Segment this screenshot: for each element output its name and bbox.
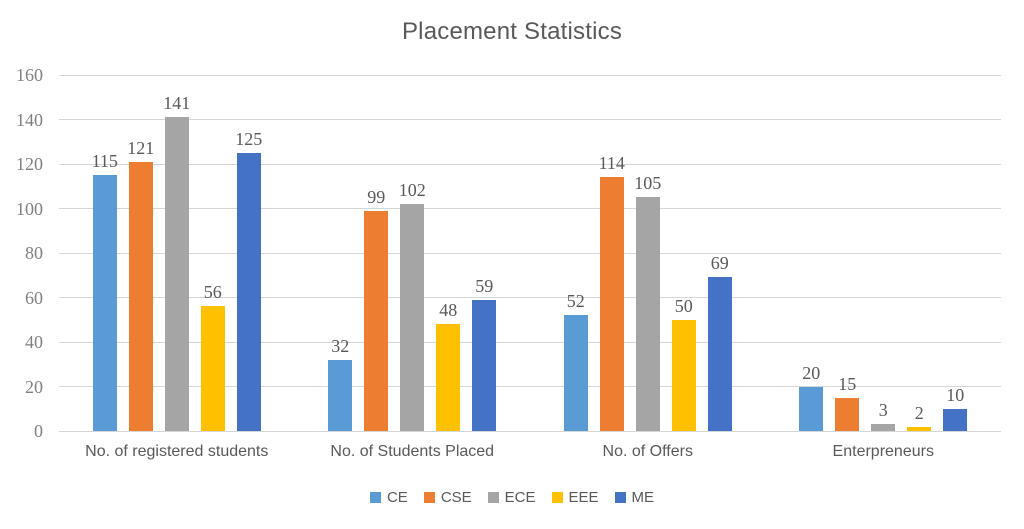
gridline-y-0 xyxy=(59,430,1001,432)
bar-EEE-category-3: 2 xyxy=(907,404,932,431)
data-label-ECE-category-3: 3 xyxy=(878,400,888,421)
gridline-y-40 xyxy=(59,341,1001,343)
bar-ECE-category-1: 102 xyxy=(399,181,426,431)
bar-groups: 115 121 141 56 125 32 99 102 48 59 52 114 105 50 69 20 1… xyxy=(59,75,1001,431)
y-tick-label-0: 0 xyxy=(34,421,43,441)
bar-CSE-category-0: 121 xyxy=(127,139,154,431)
y-tick-label-80: 80 xyxy=(25,243,43,263)
legend-item-EEE: EEE xyxy=(551,489,599,506)
bar-group-0: 115 121 141 56 125 xyxy=(59,75,295,431)
data-label-CE-category-0: 115 xyxy=(91,151,118,172)
bar-group-2: 52 114 105 50 69 xyxy=(530,75,766,431)
bar-ME-category-2: 69 xyxy=(707,254,732,431)
gridline-y-160 xyxy=(59,74,1001,76)
legend-item-ECE: ECE xyxy=(487,489,536,506)
y-tick-label-120: 120 xyxy=(16,154,43,174)
data-label-CSE-category-2: 114 xyxy=(598,153,625,174)
bar-EEE-category-0: 56 xyxy=(200,283,225,431)
bar-EEE-category-1: 48 xyxy=(436,301,461,431)
legend: CE CSE ECE EEE ME xyxy=(0,489,1024,506)
bar-group-3: 20 15 3 2 10 xyxy=(766,75,1002,431)
legend-label: EEE xyxy=(568,489,599,506)
gridline-y-100 xyxy=(59,208,1001,209)
bar-ME-category-1: 59 xyxy=(472,277,497,431)
data-label-CE-category-1: 32 xyxy=(331,335,350,356)
y-tick-label-20: 20 xyxy=(25,376,43,397)
bar-CE-category-2: 52 xyxy=(563,292,588,431)
category-label-1: No. of Students Placed xyxy=(330,443,495,460)
category-label-3: Enterpreneurs xyxy=(832,443,934,460)
data-label-CSE-category-3: 15 xyxy=(838,373,857,394)
legend-swatch-icon xyxy=(551,492,563,503)
gridline-y-140 xyxy=(59,119,1001,120)
data-label-CSE-category-0: 121 xyxy=(127,137,155,158)
plot-area: 115 121 141 56 125 32 99 102 48 59 52 114 105 50 69 20 1… xyxy=(59,74,1001,432)
legend-swatch-icon xyxy=(614,492,626,503)
data-label-ECE-category-2: 105 xyxy=(634,173,662,194)
bar-CSE-category-1: 99 xyxy=(364,188,389,431)
legend-swatch-icon xyxy=(369,492,381,503)
data-label-ME-category-2: 69 xyxy=(710,253,729,274)
bar-CE-category-1: 32 xyxy=(328,337,353,431)
chart-title: Placement Statistics xyxy=(401,18,623,45)
data-label-EEE-category-1: 48 xyxy=(439,300,458,321)
data-label-ECE-category-1: 102 xyxy=(398,180,426,201)
data-label-EEE-category-0: 56 xyxy=(203,282,222,303)
bar-EEE-category-2: 50 xyxy=(671,297,696,431)
data-label-CE-category-2: 52 xyxy=(566,291,585,312)
x-axis-category-labels: No. of registered students No. of Student… xyxy=(59,443,1001,461)
y-tick-label-160: 160 xyxy=(16,65,43,85)
bar-ME-category-0: 125 xyxy=(235,130,262,431)
bar-CE-category-0: 115 xyxy=(92,152,118,431)
data-label-CSE-category-1: 99 xyxy=(367,186,386,207)
legend-label: ME xyxy=(631,489,655,506)
data-label-CE-category-3: 20 xyxy=(802,362,821,383)
bar-CSE-category-2: 114 xyxy=(599,154,625,431)
gridline-y-60 xyxy=(59,297,1001,298)
bar-ECE-category-0: 141 xyxy=(163,94,190,431)
bar-group-1: 32 99 102 48 59 xyxy=(295,75,531,431)
category-label-2: No. of Offers xyxy=(602,443,693,460)
data-label-ME-category-0: 125 xyxy=(235,128,263,149)
legend-item-CSE: CSE xyxy=(423,489,472,506)
legend-item-CE: CE xyxy=(369,489,408,506)
data-label-ME-category-3: 10 xyxy=(946,384,965,405)
y-tick-label-100: 100 xyxy=(16,198,43,219)
gridline-y-120 xyxy=(59,163,1001,165)
gridline-y-20 xyxy=(59,386,1001,387)
legend-label: ECE xyxy=(504,489,536,506)
legend-swatch-icon xyxy=(423,492,435,503)
data-label-EEE-category-3: 2 xyxy=(914,402,924,423)
bar-ECE-category-2: 105 xyxy=(634,174,661,431)
bar-CE-category-3: 20 xyxy=(799,364,824,431)
legend-label: CSE xyxy=(440,489,472,506)
bar-CSE-category-3: 15 xyxy=(835,375,860,431)
gridline-y-80 xyxy=(59,252,1001,254)
data-label-EEE-category-2: 50 xyxy=(674,295,693,316)
legend-swatch-icon xyxy=(487,492,499,503)
data-label-ECE-category-0: 141 xyxy=(163,93,191,114)
category-label-0: No. of registered students xyxy=(85,443,269,460)
legend-label: CE xyxy=(386,489,408,506)
bar-ME-category-3: 10 xyxy=(943,386,968,431)
legend-item-ME: ME xyxy=(614,489,655,506)
y-tick-label-40: 40 xyxy=(25,332,43,352)
y-tick-label-140: 140 xyxy=(16,109,43,130)
y-tick-label-60: 60 xyxy=(25,287,43,308)
data-label-ME-category-1: 59 xyxy=(475,275,494,296)
bar-ECE-category-3: 3 xyxy=(871,401,896,431)
